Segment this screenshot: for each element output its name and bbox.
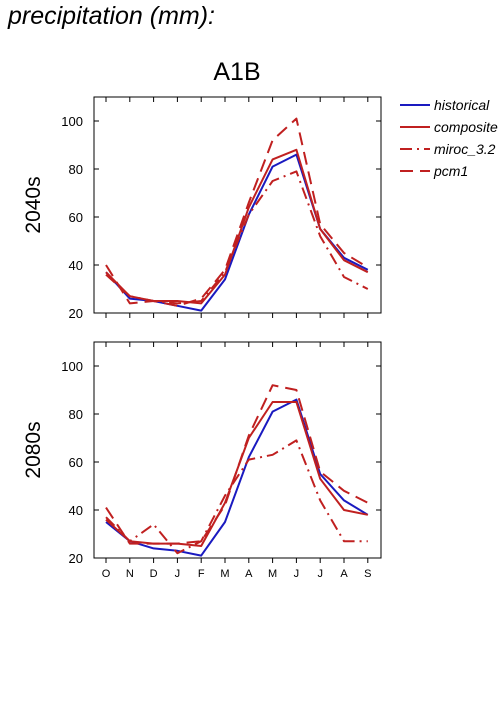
series-line-historical-2040s (105, 153, 369, 312)
month-label: J (294, 568, 300, 580)
y-tick-label: 20 (69, 306, 83, 321)
panel-frame-2040s (93, 96, 382, 314)
y-tick-label: 60 (69, 455, 83, 470)
y-tick-label: 100 (61, 359, 83, 374)
y-tick-label: 40 (69, 503, 83, 518)
legend-label-miroc_3.2: miroc_3.2 (434, 141, 496, 157)
page-title: precipitation (mm): (8, 2, 215, 30)
y-tick-label: 100 (61, 114, 83, 129)
chart-title: A1B (213, 58, 260, 86)
month-label: O (102, 568, 111, 580)
series-line-pcm1-2080s (105, 384, 369, 545)
month-label: J (317, 568, 323, 580)
month-label: M (220, 568, 229, 580)
panel-frame-2080s (93, 341, 382, 559)
month-label: F (198, 568, 205, 580)
series-line-historical-2080s (105, 398, 369, 557)
month-label: A (245, 568, 253, 580)
month-label: A (340, 568, 348, 580)
panel-label: 2080s (22, 421, 45, 478)
series-line-composite-2040s (105, 148, 369, 305)
month-label: N (126, 568, 134, 580)
month-label: J (175, 568, 181, 580)
series-line-miroc_3.2-2040s (105, 170, 369, 305)
month-label: M (268, 568, 277, 580)
panel-label: 2040s (22, 176, 45, 233)
legend-label-pcm1: pcm1 (433, 163, 468, 179)
series-line-composite-2080s (105, 401, 368, 547)
series-line-pcm1-2040s (105, 117, 369, 307)
y-tick-label: 80 (69, 162, 83, 177)
y-tick-label: 20 (69, 551, 83, 566)
series-line-miroc_3.2-2080s (105, 439, 368, 555)
legend-label-historical: historical (434, 97, 490, 113)
y-tick-label: 40 (69, 258, 83, 273)
month-label: D (150, 568, 158, 580)
month-label: S (364, 568, 371, 580)
y-tick-label: 60 (69, 210, 83, 225)
y-tick-label: 80 (69, 407, 83, 422)
legend-label-composite: composite (434, 119, 498, 135)
